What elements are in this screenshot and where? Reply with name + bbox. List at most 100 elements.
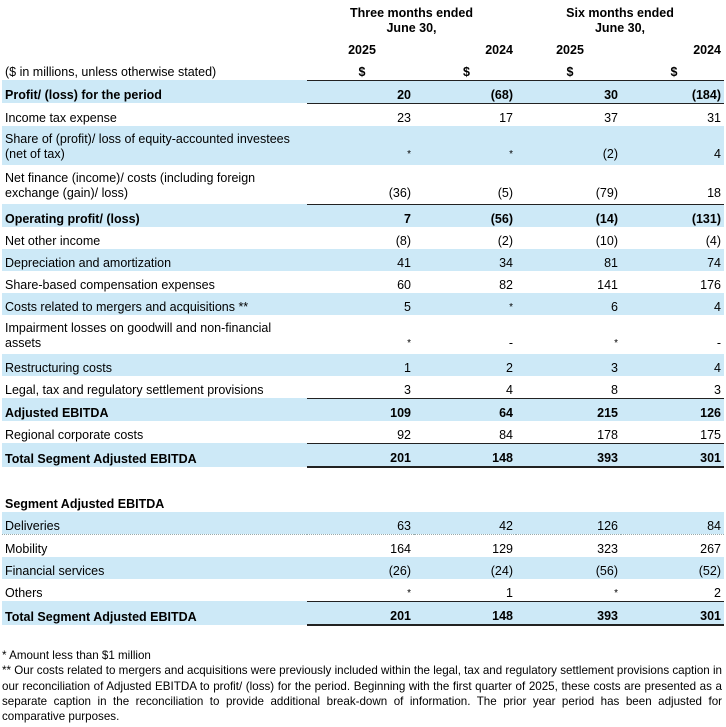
cell-value: 4 — [621, 292, 724, 315]
table-row: Income tax expense 23 17 37 31 — [2, 103, 724, 126]
cell-value: 393 — [516, 443, 621, 468]
cell-value: * — [307, 125, 414, 165]
cell-value: 23 — [397, 110, 411, 125]
cell-value: - — [716, 335, 721, 350]
cell-value: (2) — [516, 125, 621, 165]
row-label: Others — [5, 586, 43, 600]
cell-value: 267 — [700, 541, 721, 556]
cell-value: 37 — [604, 110, 618, 125]
cell-value: (4) — [705, 233, 721, 248]
row-label: Mobility — [5, 541, 48, 556]
cell-value: 148 — [414, 601, 516, 626]
cell-value: 20 — [307, 79, 414, 104]
currency-label: $ — [670, 64, 678, 79]
row-label: Share-based compensation expenses — [5, 277, 215, 292]
row-label: Restructuring costs — [2, 353, 307, 376]
cell-value: 41 — [307, 248, 414, 271]
cell-value: 82 — [499, 277, 513, 292]
cell-value: 2 — [621, 578, 724, 602]
header-row-groups: Three months ended June 30, Six months en… — [2, 6, 724, 36]
segment-title-row: Segment Adjusted EBITDA — [2, 490, 724, 512]
row-label: Depreciation and amortization — [2, 248, 307, 271]
row-label: Financial services — [2, 556, 307, 579]
currency-label: $ — [463, 64, 470, 79]
cell-value: (56) — [516, 556, 621, 579]
table-row: Net other income (8) (2) (10) (4) — [2, 227, 724, 249]
cell-value: * — [407, 337, 411, 349]
cell-value: 4 — [621, 125, 724, 165]
table-row: Profit/ (loss) for the period 20 (68) 30… — [2, 79, 724, 104]
cell-value: (184) — [621, 79, 724, 104]
cell-value: 164 — [390, 541, 411, 556]
cell-value: 5 — [307, 292, 414, 315]
currency-label: $ — [358, 64, 366, 79]
row-label: Total Segment Adjusted EBITDA — [2, 601, 307, 625]
segment-section-title: Segment Adjusted EBITDA — [5, 496, 165, 511]
cell-value: 60 — [397, 277, 411, 292]
six-months-header: Six months ended June 30, — [566, 6, 674, 35]
row-label: Profit/ (loss) for the period — [2, 80, 307, 103]
table-row: Deliveries 63 42 126 84 — [2, 511, 724, 534]
cell-value: 17 — [499, 110, 513, 125]
cell-value: 84 — [621, 511, 724, 534]
cell-value: (52) — [621, 556, 724, 579]
cell-value: 141 — [597, 277, 618, 292]
table-row: Share-based compensation expenses 60 82 … — [2, 271, 724, 293]
cell-value: 3 — [516, 353, 621, 376]
ebitda-reconciliation-table: Three months ended June 30, Six months en… — [2, 6, 724, 626]
cell-value: 63 — [307, 511, 414, 534]
year-header: 2024 — [485, 43, 513, 57]
header-row-years: 2025 2024 2025 2024 — [2, 36, 724, 58]
cell-value: (131) — [621, 204, 724, 227]
cell-value: 175 — [621, 420, 724, 444]
cell-value: (68) — [414, 79, 516, 104]
table-row: Net finance (income)/ costs (including f… — [2, 164, 724, 205]
cell-value: * — [516, 578, 621, 602]
cell-value: 301 — [621, 601, 724, 626]
row-label: Share of (profit)/ loss of equity-accoun… — [2, 125, 307, 165]
table-row: Mobility 164 129 323 267 — [2, 534, 724, 557]
cell-value: 42 — [414, 511, 516, 534]
cell-value: 126 — [516, 511, 621, 534]
cell-value: 215 — [516, 398, 621, 421]
row-label: Net finance (income)/ costs (including f… — [5, 171, 256, 200]
cell-value: 3 — [621, 375, 724, 399]
cell-value: 109 — [307, 398, 414, 421]
cell-value: 393 — [516, 601, 621, 626]
year-header: 2025 — [348, 43, 376, 57]
cell-value: * — [414, 292, 516, 315]
row-label: Income tax expense — [5, 110, 117, 125]
table-row: Costs related to mergers and acquisition… — [2, 292, 724, 315]
footnote-amount: * Amount less than $1 million — [2, 649, 151, 662]
row-label: Total Segment Adjusted EBITDA — [2, 443, 307, 467]
header-row-units: ($ in millions, unless otherwise stated)… — [2, 58, 724, 80]
cell-value: 74 — [621, 248, 724, 271]
cell-value: (10) — [595, 233, 618, 248]
cell-value: 148 — [414, 443, 516, 468]
cell-value: (24) — [414, 556, 516, 579]
table-row: Financial services (26) (24) (56) (52) — [2, 556, 724, 579]
cell-value: (5) — [414, 164, 516, 205]
cell-value: 301 — [621, 443, 724, 468]
cell-value: 84 — [414, 420, 516, 444]
cell-value: 34 — [414, 248, 516, 271]
table-row: Share of (profit)/ loss of equity-accoun… — [2, 125, 724, 165]
table-row: Others * 1 * 2 — [2, 578, 724, 602]
row-label: Regional corporate costs — [5, 428, 144, 442]
table-row: Adjusted EBITDA 109 64 215 126 — [2, 398, 724, 421]
table-row: Restructuring costs 1 2 3 4 — [2, 353, 724, 376]
table-row: Legal, tax and regulatory settlement pro… — [2, 375, 724, 399]
cell-value: (8) — [395, 233, 411, 248]
cell-value: 8 — [516, 375, 621, 399]
table-row: Regional corporate costs 92 84 178 175 — [2, 420, 724, 444]
cell-value: 31 — [707, 110, 721, 125]
row-label: Impairment losses on goodwill and non-fi… — [5, 320, 272, 350]
year-header: 2024 — [693, 43, 721, 57]
table-row: Total Segment Adjusted EBITDA 201 148 39… — [2, 443, 724, 468]
table-row: Depreciation and amortization 41 34 81 7… — [2, 248, 724, 271]
cell-value: 64 — [414, 398, 516, 421]
spacer-row — [2, 467, 724, 490]
cell-value: (26) — [307, 556, 414, 579]
row-label: Adjusted EBITDA — [2, 398, 307, 421]
